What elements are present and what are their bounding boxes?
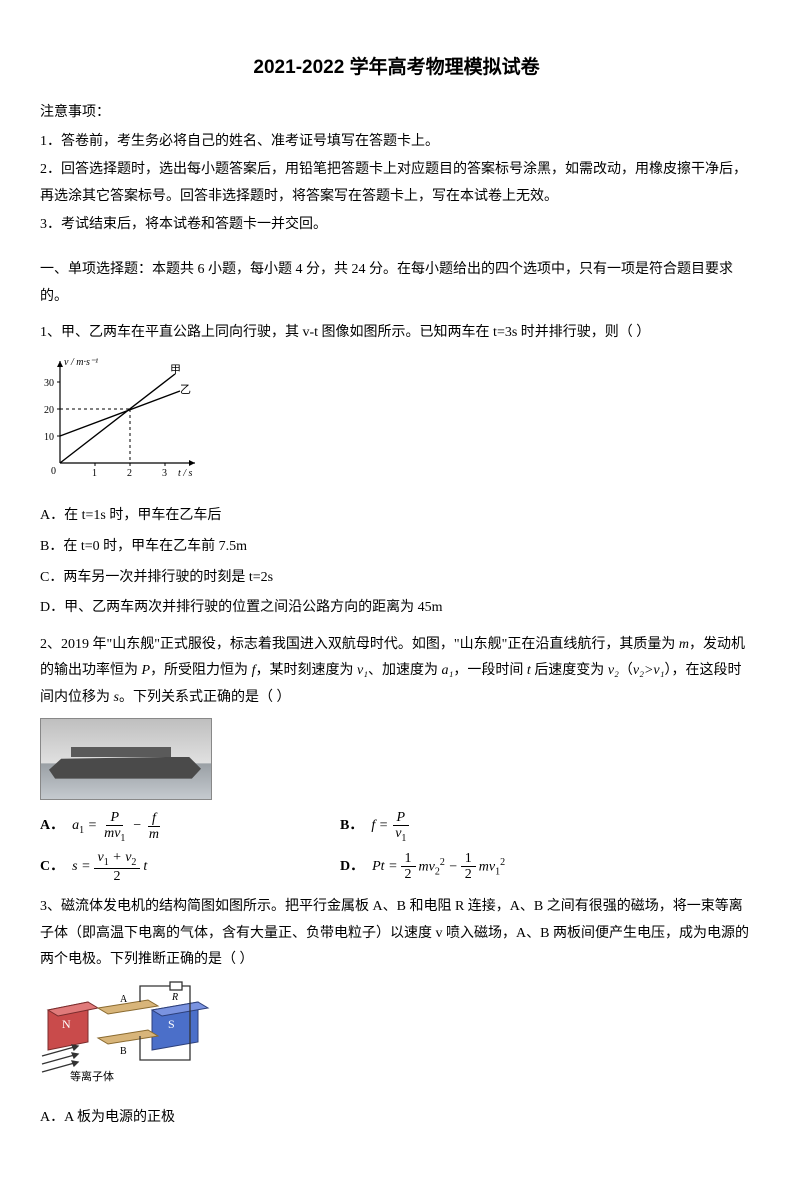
text: 、加速度为 bbox=[368, 663, 442, 678]
var-t: t bbox=[143, 854, 147, 881]
term: mv22 − bbox=[419, 853, 458, 881]
text: ，某时刻速度为 bbox=[255, 663, 357, 678]
var-m: m bbox=[679, 637, 689, 652]
formula-b: f = bbox=[371, 813, 388, 840]
notice-item: 3．考试结束后，将本试卷和答题卡一并交回。 bbox=[40, 212, 753, 239]
frac: Pmv1 bbox=[100, 810, 129, 844]
notice-item: 2．回答选择题时，选出每小题答案后，用铅笔把答题卡上对应题目的答案标号涂黑，如需… bbox=[40, 157, 753, 210]
frac: 12 bbox=[401, 851, 416, 883]
svg-text:v / m·s⁻¹: v / m·s⁻¹ bbox=[64, 357, 98, 368]
minus: − bbox=[132, 813, 141, 840]
option-c: C．两车另一次并排行驶的时刻是 t=2s bbox=[40, 565, 753, 592]
q2-ship-image bbox=[40, 718, 753, 800]
svg-text:3: 3 bbox=[162, 468, 167, 479]
text: ，所受阻力恒为 bbox=[150, 663, 252, 678]
label-ion: 等离子体 bbox=[70, 1069, 114, 1083]
q1-vt-chart: 10 20 30 1 2 3 0 t / s v / m·s⁻¹ 甲 乙 bbox=[40, 353, 753, 494]
svg-text:乙: 乙 bbox=[180, 383, 191, 396]
q3-mhd-diagram: N S A B R 等离子体 bbox=[40, 980, 753, 1096]
option-row: A． a1 = Pmv1 − fm B． f = Pv1 bbox=[40, 810, 753, 844]
term: mv12 bbox=[479, 853, 505, 881]
label-R: R bbox=[171, 992, 178, 1003]
label-B: B bbox=[120, 1046, 127, 1057]
svg-text:t / s: t / s bbox=[178, 468, 193, 479]
var-gt: v₂>v₁ bbox=[633, 663, 665, 678]
var-a1: a₁ bbox=[442, 663, 454, 678]
option-d: D．甲、乙两车两次并排行驶的位置之间沿公路方向的距离为 45m bbox=[40, 595, 753, 622]
var-v2: v₂ bbox=[608, 663, 619, 678]
page-title: 2021-2022 学年高考物理模拟试卷 bbox=[40, 50, 753, 86]
text: 2、2019 年"山东舰"正式服役，标志着我国进入双航母时代。如图，"山东舰"正… bbox=[40, 637, 679, 652]
option-c-label: C． bbox=[40, 854, 64, 881]
svg-text:2: 2 bbox=[127, 468, 132, 479]
svg-text:0: 0 bbox=[51, 466, 56, 477]
notice-item: 1．答卷前，考生务必将自己的姓名、准考证号填写在答题卡上。 bbox=[40, 129, 753, 156]
svg-text:1: 1 bbox=[92, 468, 97, 479]
svg-text:20: 20 bbox=[44, 405, 54, 416]
notice-heading: 注意事项： bbox=[40, 100, 753, 127]
question-stem: 1、甲、乙两车在平直公路上同向行驶，其 v-t 图像如图所示。已知两车在 t=3… bbox=[40, 320, 753, 347]
option-d-label: D． bbox=[340, 854, 364, 881]
option-row: C． s = v1 + v22 t D． Pt = 12 mv22 − 12 m… bbox=[40, 850, 753, 884]
text: 后速度变为 bbox=[531, 663, 608, 678]
svg-text:10: 10 bbox=[44, 432, 54, 443]
frac: v1 + v22 bbox=[94, 850, 141, 884]
label-S: S bbox=[168, 1017, 175, 1031]
formula-d: Pt = bbox=[372, 854, 397, 881]
text: （ bbox=[619, 663, 633, 678]
label-A: A bbox=[120, 994, 128, 1005]
option-b-label: B． bbox=[340, 813, 363, 840]
text: ，一段时间 bbox=[453, 663, 527, 678]
svg-text:30: 30 bbox=[44, 378, 54, 389]
section-heading: 一、单项选择题：本题共 6 小题，每小题 4 分，共 24 分。在每小题给出的四… bbox=[40, 257, 753, 310]
question-stem: 3、磁流体发电机的结构简图如图所示。把平行金属板 A、B 和电阻 R 连接，A、… bbox=[40, 894, 753, 974]
option-a-label: A． bbox=[40, 813, 64, 840]
label-N: N bbox=[62, 1017, 71, 1031]
option-a: A．A 板为电源的正极 bbox=[40, 1105, 753, 1132]
option-a: A．在 t=1s 时，甲车在乙车后 bbox=[40, 503, 753, 530]
var-v1: v₁ bbox=[357, 663, 368, 678]
frac: 12 bbox=[461, 851, 476, 883]
formula-c: s = bbox=[72, 854, 90, 881]
text: 。下列关系式正确的是（ ） bbox=[119, 690, 291, 705]
formula-a: a1 = bbox=[72, 813, 97, 840]
frac: Pv1 bbox=[391, 810, 410, 844]
frac: fm bbox=[145, 811, 163, 843]
option-b: B．在 t=0 时，甲车在乙车前 7.5m bbox=[40, 534, 753, 561]
question-stem: 2、2019 年"山东舰"正式服役，标志着我国进入双航母时代。如图，"山东舰"正… bbox=[40, 632, 753, 712]
svg-text:甲: 甲 bbox=[170, 364, 181, 376]
var-P: P bbox=[142, 663, 151, 678]
